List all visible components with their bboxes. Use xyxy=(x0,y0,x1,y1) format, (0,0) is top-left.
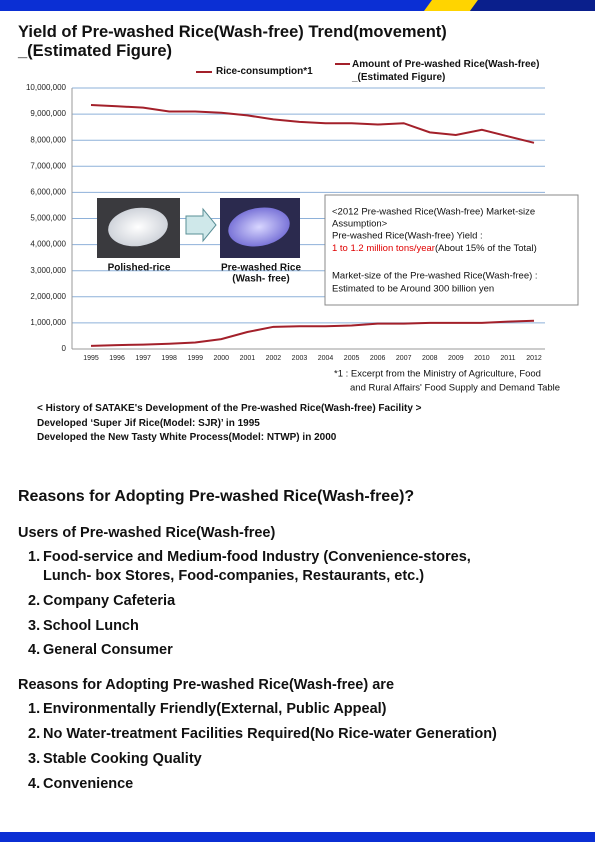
x-tick-label: 2010 xyxy=(474,355,490,362)
highlight-rest: (About 15% of the Total) xyxy=(435,243,537,254)
item-number: 2. xyxy=(28,726,41,742)
footnote: *1 : Excerpt from the Ministry of Agricu… xyxy=(334,369,541,380)
highlight: 1 to 1.2 million tons/year xyxy=(332,243,435,254)
item-text: Lunch- box Stores, Food-companies, Resta… xyxy=(43,568,425,584)
x-tick-label: 1999 xyxy=(187,355,203,362)
item-number: 2. xyxy=(28,592,41,609)
y-tick-label: 2,000,000 xyxy=(30,292,66,301)
x-tick-label: 2001 xyxy=(240,355,256,362)
x-tick-label: 2002 xyxy=(266,355,282,362)
item-number: 1. xyxy=(28,549,41,565)
x-tick-label: 2009 xyxy=(448,355,464,362)
x-tick-label: 1998 xyxy=(161,355,177,362)
y-tick-label: 7,000,000 xyxy=(30,161,66,170)
data-line xyxy=(90,319,535,347)
y-tick-label: 1,000,000 xyxy=(30,318,66,327)
y-tick-label: 9,000,000 xyxy=(30,109,66,118)
item-text: Stable Cooking Quality xyxy=(43,750,202,767)
group-title: Users of Pre-washed Rice(Wash-free) xyxy=(18,525,276,541)
top-bar-dark xyxy=(470,0,595,11)
annotation-text: Estimated to be Around 300 billion yen xyxy=(332,284,494,295)
annotation-text: Market-size of the Pre-washed Rice(Wash-… xyxy=(332,271,538,282)
legend-label: Rice-consumption*1 xyxy=(216,66,313,77)
item-text: No Water-treatment Facilities Required(N… xyxy=(43,726,497,742)
item-text: School Lunch xyxy=(43,617,139,634)
rice-grain xyxy=(228,207,290,247)
annotation-highlight: 1 to 1.2 million tons/year(About 15% of … xyxy=(332,243,537,254)
item-text: Company Cafeteria xyxy=(43,592,176,609)
group-title: Reasons for Adopting Pre-washed Rice(Was… xyxy=(18,677,395,694)
y-tick-label: 4,000,000 xyxy=(30,240,66,249)
y-tick-label: 6,000,000 xyxy=(30,188,66,197)
x-tick-label: 1997 xyxy=(135,355,151,362)
arrow xyxy=(185,207,217,243)
x-tick-label: 2008 xyxy=(422,355,438,362)
x-tick-label: 2004 xyxy=(318,355,334,362)
y-tick-label: 5,000,000 xyxy=(30,214,66,223)
item-text: General Consumer xyxy=(43,642,173,659)
history-line: Developed ‘Super Jif Rice(Model: SJR)’ i… xyxy=(37,417,260,429)
x-tick-label: 1996 xyxy=(109,355,125,362)
y-tick-label: 10,000,000 xyxy=(26,83,67,92)
x-tick-label: 2005 xyxy=(344,355,360,362)
image-caption: (Wash- free) xyxy=(232,274,289,285)
data-line xyxy=(90,103,535,144)
item-text: Food-service and Medium-food Industry (C… xyxy=(43,549,471,565)
title: _(Estimated Figure) xyxy=(18,42,173,60)
y-tick-label: 0 xyxy=(62,344,67,353)
annotation-text: <2012 Pre-washed Rice(Wash-free) Market-… xyxy=(332,207,535,218)
x-tick-label: 2000 xyxy=(214,355,230,362)
x-tick-label: 2007 xyxy=(396,355,412,362)
title: Yield of Pre-washed Rice(Wash-free) Tren… xyxy=(18,23,447,41)
item-number: 3. xyxy=(28,750,41,767)
x-tick-label: 1995 xyxy=(83,355,99,362)
image-caption: Pre-washed Rice xyxy=(221,263,301,274)
y-tick-label: 8,000,000 xyxy=(30,135,66,144)
history-line: Developed the New Tasty White Process(Mo… xyxy=(37,432,337,443)
item-text: Environmentally Friendly(External, Publi… xyxy=(43,701,387,718)
item-text: Convenience xyxy=(43,775,134,792)
item-number: 4. xyxy=(28,642,41,659)
x-tick-label: 2011 xyxy=(500,355,515,362)
x-tick-label: 2012 xyxy=(526,355,542,362)
top-stripe xyxy=(424,0,478,11)
item-number: 4. xyxy=(28,775,41,792)
section-heading: Reasons for Adopting Pre-washed Rice(Was… xyxy=(18,488,415,505)
top-bar xyxy=(0,0,595,11)
rice-grain xyxy=(108,207,168,247)
bottom-bar xyxy=(0,832,595,842)
item-number: 1. xyxy=(28,701,41,718)
y-tick-label: 3,000,000 xyxy=(30,266,66,275)
x-tick-label: 2003 xyxy=(292,355,308,362)
footnote: and Rural Affairs' Food Supply and Deman… xyxy=(350,383,560,394)
annotation-text: Assumption> xyxy=(332,219,388,230)
annotation-box xyxy=(324,194,579,306)
item-number: 3. xyxy=(28,617,41,634)
x-tick-label: 2006 xyxy=(370,355,386,362)
legend-label: Amount of Pre-washed Rice(Wash-free) _(E… xyxy=(352,59,540,83)
annotation-text: Pre-washed Rice(Wash-free) Yield : xyxy=(332,231,483,242)
image-caption: Polished-rice xyxy=(108,263,171,274)
history-line: < History of SATAKE's Development of the… xyxy=(37,403,422,414)
